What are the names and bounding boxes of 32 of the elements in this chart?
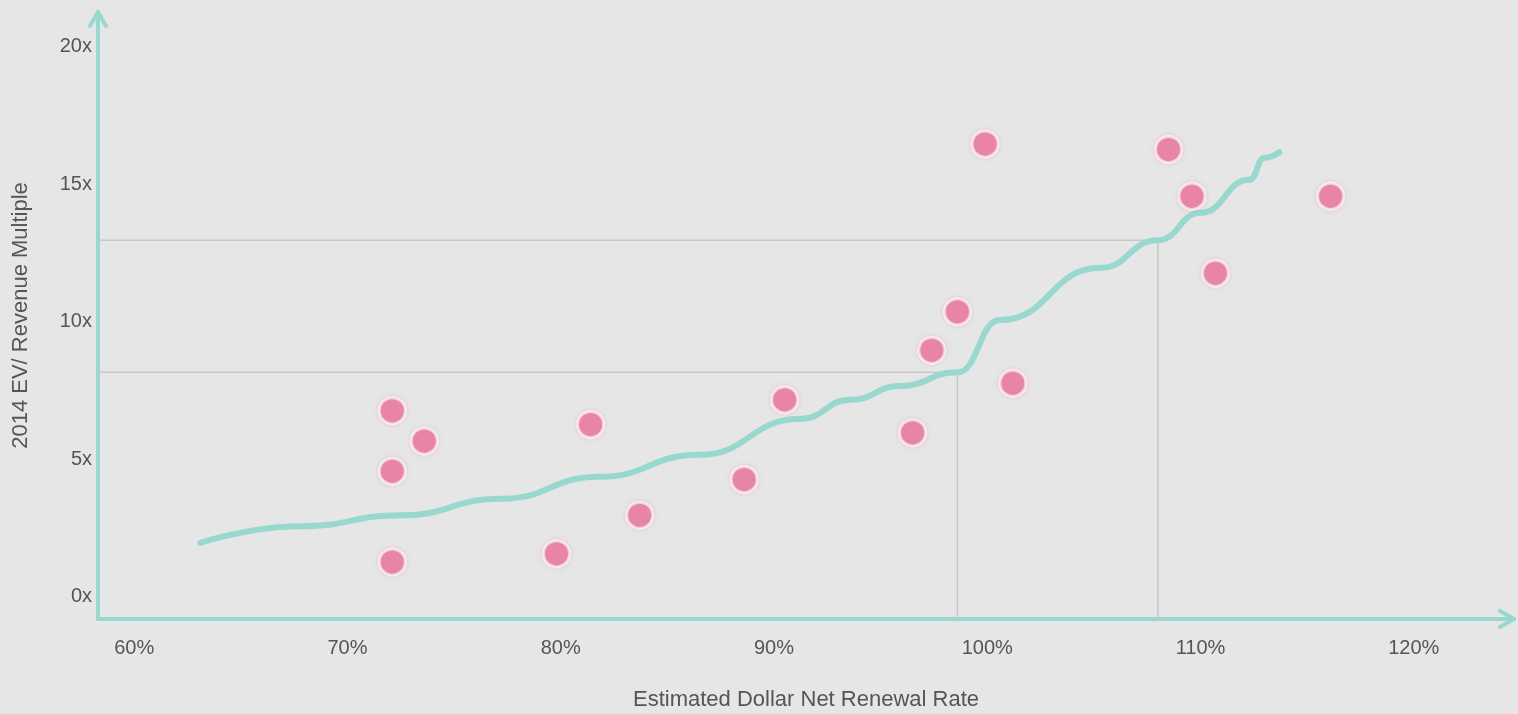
- x-tick-label: 90%: [754, 636, 795, 658]
- point: [998, 368, 1028, 398]
- y-axis-title: 2014 EV/ Revenue Multiple: [6, 182, 32, 449]
- point: [942, 297, 972, 327]
- point: [1200, 258, 1230, 288]
- y-tick-label: 10x: [59, 309, 92, 332]
- point: [1177, 181, 1207, 211]
- point: [1154, 135, 1184, 165]
- point: [377, 396, 407, 426]
- x-tick-label: 80%: [540, 636, 581, 658]
- x-tick-label: 110%: [1175, 636, 1226, 658]
- y-tick-label: 15x: [59, 171, 92, 194]
- point: [377, 547, 407, 577]
- point: [576, 410, 606, 440]
- point: [542, 539, 571, 569]
- x-tick-label: 100%: [961, 636, 1014, 658]
- point: [625, 500, 655, 530]
- x-tick-label: 120%: [1388, 636, 1440, 658]
- point: [729, 465, 759, 495]
- point: [917, 335, 947, 365]
- point: [970, 129, 1000, 159]
- y-tick-label: 20x: [59, 34, 92, 56]
- point: [409, 426, 439, 456]
- point: [377, 456, 407, 486]
- y-tick-label: 5x: [70, 446, 92, 469]
- x-tick-label: 60%: [114, 636, 155, 658]
- y-tick-label: 0x: [70, 584, 92, 607]
- x-axis-title: Estimated Dollar Net Renewal Rate: [632, 685, 980, 711]
- point: [770, 385, 800, 415]
- point: [898, 418, 928, 448]
- x-tick-label: 70%: [327, 636, 368, 658]
- point: [1316, 181, 1346, 211]
